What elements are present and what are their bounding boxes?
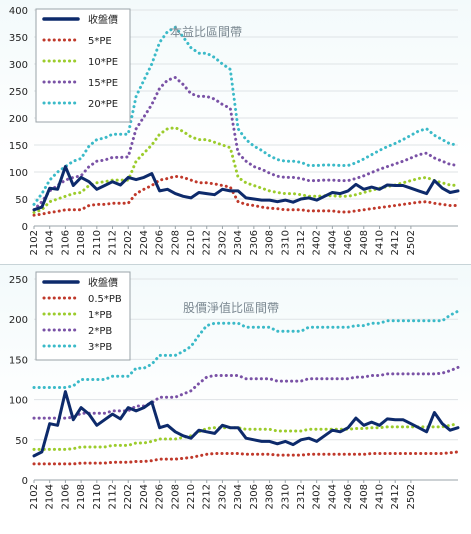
x-tick-label: 2102 xyxy=(29,484,40,509)
x-tick-label: 2412 xyxy=(390,230,401,255)
pb-band-chart: 0 50 100 150 200 250 2102 2104 2106 2108 2110 2112 2… xyxy=(9,271,460,509)
x-tick-label: 2310 xyxy=(280,484,291,509)
x-tick-label: 2212 xyxy=(202,230,213,255)
y-tick-label: 350 xyxy=(9,33,28,44)
x-tick-label: 2404 xyxy=(327,484,338,509)
y-tick-label: 150 xyxy=(9,141,28,152)
x-tick-label: 2502 xyxy=(406,230,417,255)
x-tick-label: 2410 xyxy=(374,230,385,255)
x-tick-label: 2306 xyxy=(249,484,260,509)
x-tick-label: 2502 xyxy=(406,484,417,509)
series-line-2 xyxy=(32,422,460,451)
legend-label: 3*PB xyxy=(88,342,112,353)
series-line-3 xyxy=(32,76,460,212)
x-tick-label: 2404 xyxy=(327,230,338,255)
x-tick-label: 2312 xyxy=(296,230,307,255)
legend-label: 收盤價 xyxy=(88,13,118,26)
y-tick-label: 50 xyxy=(15,195,28,206)
x-tick-label: 2110 xyxy=(92,484,103,509)
y-tick-label: 200 xyxy=(9,315,28,326)
y-tick-label: 200 xyxy=(9,114,28,125)
x-tick-label: 2304 xyxy=(233,230,244,255)
x-tick-label: 2204 xyxy=(139,230,150,255)
x-tick-label: 2402 xyxy=(312,230,323,255)
pb-band-chart-panel: 0 50 100 150 200 250 2102 2104 2106 2108 2110 2112 2… xyxy=(0,265,471,530)
x-tick-label: 2308 xyxy=(265,230,276,255)
legend: 收盤價 0.5*PB 1*PB 2*PB 3*PB xyxy=(35,271,131,361)
x-tick-label: 2210 xyxy=(186,484,197,509)
y-tick-label: 300 xyxy=(9,60,28,71)
x-tick-label: 2112 xyxy=(108,484,119,509)
y-tick-label: 50 xyxy=(15,436,28,447)
x-tick-label: 2310 xyxy=(280,230,291,255)
chart-title: 本益比區間帶 xyxy=(170,25,242,39)
series-line-0 xyxy=(32,390,460,458)
legend-label: 收盤價 xyxy=(88,276,118,289)
x-tick-label: 2406 xyxy=(343,484,354,509)
legend-label: 2*PB xyxy=(88,326,112,337)
series-line-1 xyxy=(32,174,460,217)
x-tick-label: 2212 xyxy=(202,484,213,509)
y-tick-label: 0 xyxy=(22,476,28,487)
x-tick-label: 2302 xyxy=(217,484,228,509)
y-tick-label: 400 xyxy=(9,6,28,17)
x-tick-label: 2412 xyxy=(390,484,401,509)
x-tick-label: 2302 xyxy=(217,230,228,255)
y-tick-label: 150 xyxy=(9,355,28,366)
series-line-1 xyxy=(32,450,460,466)
x-tick-label: 2106 xyxy=(60,230,71,255)
x-tick-label: 2202 xyxy=(123,230,134,255)
x-tick-label: 2106 xyxy=(60,484,71,509)
pe-band-chart-panel: 0 50 100 150 200 250 300 350 400 2102 2104 2106 2108… xyxy=(0,0,471,265)
legend-label: 15*PE xyxy=(88,78,118,89)
chart-title: 股價淨值比區間帶 xyxy=(183,300,279,315)
x-tick-label: 2312 xyxy=(296,484,307,509)
legend-label: 0.5*PB xyxy=(88,294,122,305)
x-tick-label: 2210 xyxy=(186,230,197,255)
x-tick-label: 2108 xyxy=(76,230,87,255)
x-tick-label: 2104 xyxy=(45,484,56,509)
x-tick-label: 2204 xyxy=(139,484,150,509)
x-tick-label: 2306 xyxy=(249,230,260,255)
x-tick-label: 2408 xyxy=(359,484,370,509)
legend-label: 10*PE xyxy=(88,57,118,68)
legend: 收盤價 5*PE 10*PE 15*PE 20*PE xyxy=(35,8,131,123)
x-tick-label: 2402 xyxy=(312,484,323,509)
x-tick-label: 2104 xyxy=(45,230,56,255)
x-tick-label: 2304 xyxy=(233,484,244,509)
legend-label: 5*PE xyxy=(88,36,112,47)
x-tick-label: 2102 xyxy=(29,230,40,255)
x-tick-label: 2206 xyxy=(155,484,166,509)
x-tick-label: 2110 xyxy=(92,230,103,255)
x-tick-label: 2408 xyxy=(359,230,370,255)
x-tick-label: 2308 xyxy=(265,484,276,509)
y-tick-label: 100 xyxy=(9,396,28,407)
series-line-3 xyxy=(32,365,460,420)
y-tick-label: 0 xyxy=(22,222,28,233)
x-tick-label: 2202 xyxy=(123,484,134,509)
legend-box xyxy=(35,271,131,361)
y-tick-label: 100 xyxy=(9,168,28,179)
y-tick-label: 250 xyxy=(9,275,28,286)
series-line-4 xyxy=(32,309,460,389)
x-tick-label: 2112 xyxy=(108,230,119,255)
series-line-4 xyxy=(32,25,460,206)
series-line-2 xyxy=(32,126,460,214)
legend-box xyxy=(35,8,131,123)
pe-band-chart: 0 50 100 150 200 250 300 350 400 2102 2104 2106 2108… xyxy=(9,6,460,255)
x-tick-label: 2410 xyxy=(374,484,385,509)
y-tick-label: 250 xyxy=(9,87,28,98)
x-tick-label: 2206 xyxy=(155,230,166,255)
x-tick-label: 2208 xyxy=(170,230,181,255)
legend-label: 20*PE xyxy=(88,99,118,110)
x-tick-label: 2208 xyxy=(170,484,181,509)
series-line-0 xyxy=(32,165,460,212)
x-tick-label: 2406 xyxy=(343,230,354,255)
legend-label: 1*PB xyxy=(88,310,112,321)
x-tick-label: 2108 xyxy=(76,484,87,509)
